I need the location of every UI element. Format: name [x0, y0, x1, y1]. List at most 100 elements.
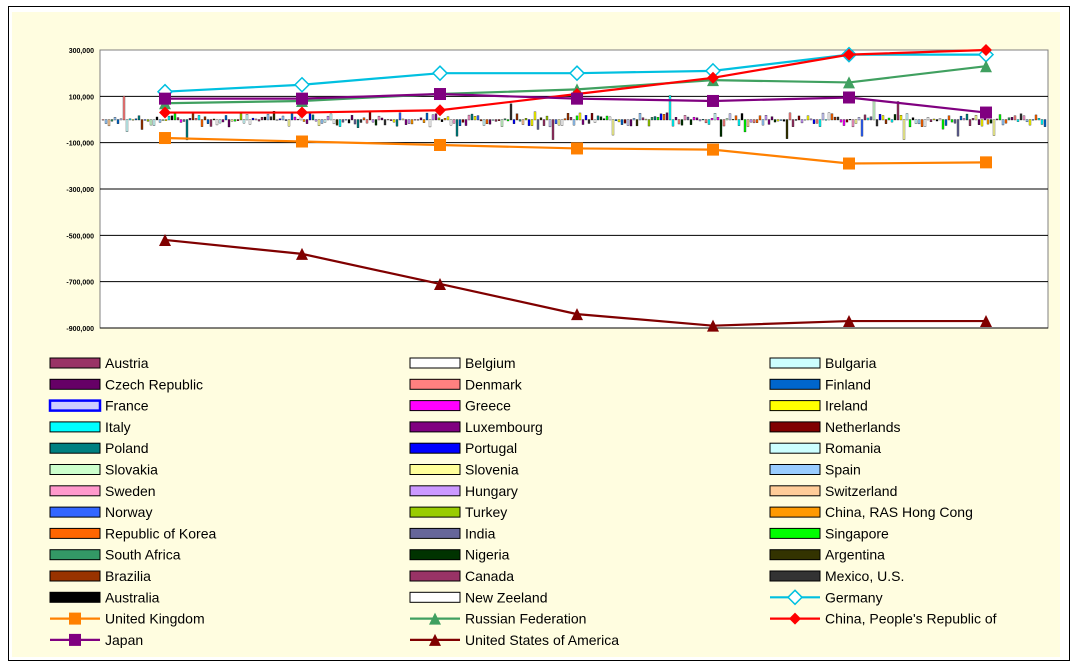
country-bar — [1004, 119, 1008, 124]
legend-label: Slovakia — [105, 462, 158, 478]
country-bar — [569, 117, 573, 121]
country-bar — [551, 119, 555, 140]
legend-entry: Canada — [409, 568, 514, 584]
legend-entry: India — [409, 525, 496, 541]
country-bar — [167, 115, 171, 121]
country-bar — [218, 119, 222, 124]
legend-label: Australia — [105, 589, 160, 605]
y-tick-label: -100,000 — [66, 141, 94, 148]
country-bar — [203, 116, 207, 121]
country-bar — [911, 117, 915, 121]
country-bar — [950, 119, 954, 123]
country-bar — [563, 118, 567, 121]
legend-point — [429, 633, 441, 646]
legend-label: Finland — [825, 376, 871, 392]
country-bar — [398, 112, 402, 121]
country-bar — [791, 119, 795, 127]
country-bar — [878, 114, 882, 121]
country-bar — [599, 116, 603, 121]
legend-swatch — [409, 485, 461, 497]
legend-label: China, People's Republic of — [825, 611, 997, 627]
country-bar — [122, 95, 126, 121]
country-bar — [638, 112, 642, 121]
legend-label: United Kingdom — [105, 611, 205, 627]
country-bar — [194, 118, 198, 121]
country-bar — [647, 119, 651, 127]
country-bar — [137, 115, 141, 121]
country-bar — [215, 119, 219, 126]
country-bar — [632, 118, 636, 121]
legend-swatch — [409, 591, 461, 603]
country-bar — [431, 114, 435, 121]
country-bar — [704, 119, 708, 124]
country-bar — [683, 115, 687, 121]
united-kingdom-point — [296, 135, 308, 148]
legend-label: Romania — [825, 440, 881, 456]
country-bar — [533, 111, 537, 121]
china-people-s-republic-of-point — [434, 104, 446, 117]
legend-entry: Belgium — [409, 355, 516, 371]
legend-entry: Brazilia — [49, 568, 151, 584]
country-bar — [440, 119, 444, 122]
country-bar — [227, 119, 231, 128]
country-bar — [548, 119, 552, 128]
country-bar — [968, 119, 972, 126]
legend-swatch — [409, 570, 461, 582]
legend-label: Czech Republic — [105, 376, 203, 392]
legend-swatch — [409, 464, 461, 475]
country-bar — [497, 119, 501, 121]
legend-swatch — [769, 357, 821, 369]
country-bar — [779, 119, 783, 121]
legend-label: Slovenia — [465, 462, 519, 478]
country-bar — [917, 119, 921, 125]
country-bar — [1025, 119, 1029, 123]
legend-label: Switzerland — [825, 483, 897, 499]
country-bar — [155, 116, 159, 121]
country-bar — [530, 119, 534, 126]
legend-entry: Finland — [769, 376, 871, 392]
legend-entry: Argentina — [769, 547, 885, 563]
country-bar — [902, 119, 906, 140]
legend-label: Norway — [105, 504, 152, 520]
country-bar — [494, 119, 498, 122]
legend-label: Ireland — [825, 398, 868, 414]
country-bar — [692, 116, 696, 121]
country-bar — [653, 116, 657, 121]
country-bar — [659, 113, 663, 121]
legend-label: Sweden — [105, 483, 156, 499]
country-bar — [287, 119, 291, 127]
legend-entry: Slovenia — [409, 462, 519, 478]
country-bar — [593, 119, 597, 123]
country-bar — [893, 114, 897, 121]
country-bar — [302, 119, 306, 122]
legend-entry: Nigeria — [409, 547, 510, 563]
legend-entry: Hungary — [409, 483, 518, 499]
country-bar — [401, 118, 405, 121]
legend-entry: United States of America — [410, 632, 619, 648]
country-bar — [158, 119, 162, 123]
legend-swatch — [49, 357, 101, 369]
legend-swatch — [769, 506, 821, 518]
legend-entry: New Zeeland — [409, 589, 548, 605]
country-bar — [557, 119, 561, 126]
country-bar — [104, 119, 108, 124]
country-bar — [245, 114, 249, 121]
legend-swatch — [409, 506, 461, 518]
united-kingdom-point — [980, 156, 992, 169]
country-bar — [341, 119, 345, 123]
country-bar — [602, 118, 606, 121]
country-bar — [782, 119, 786, 122]
country-bar — [308, 113, 312, 121]
country-bar — [536, 119, 540, 130]
country-bar — [293, 116, 297, 121]
legend-label: Mexico, U.S. — [825, 568, 904, 584]
legend-point — [69, 633, 81, 646]
country-bar — [446, 116, 450, 121]
country-bar — [1034, 114, 1038, 121]
country-bar — [623, 119, 627, 124]
country-bar — [767, 119, 771, 125]
japan-point — [159, 92, 171, 105]
country-bar — [674, 117, 678, 121]
country-bar — [1001, 119, 1005, 126]
legend-entry: China, RAS Hong Cong — [769, 504, 973, 520]
